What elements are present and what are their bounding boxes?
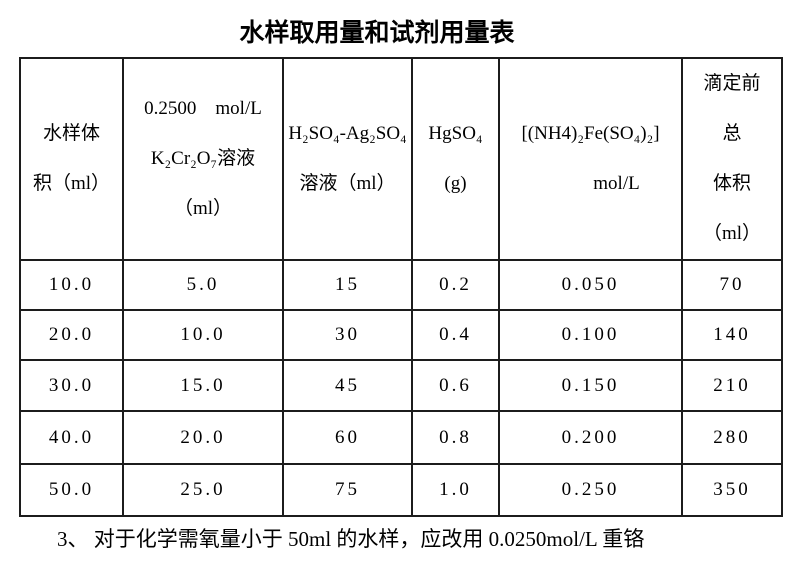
header-cell-total-volume-before-titration: 滴定前 总 体积 （ml） [681, 57, 783, 261]
header-cell-ferrous-ammonium-sulfate: [(NH4)₂Fe(SO₄)₂] mol/L [498, 57, 683, 261]
table-cell: 5.0 [122, 259, 284, 311]
table-row: 10.0 5.0 15 0.2 0.050 70 [19, 259, 783, 311]
header-line: 体积 [712, 173, 751, 194]
table-cell: 20.0 [122, 410, 284, 465]
table-row: 20.0 10.0 30 0.4 0.100 140 [19, 309, 783, 361]
table-cell: 210 [681, 359, 783, 412]
reagent-usage-table: 水样体 积（ml） 0.2500 mol/L K₂Cr₂O₇溶液 （ml） H₂… [19, 57, 783, 517]
header-line: 0.2500 mol/L [144, 98, 262, 119]
header-line: H₂SO₄-Ag₂SO₄ [288, 123, 407, 144]
table-cell: 0.2 [411, 259, 500, 311]
table-cell: 45 [282, 359, 413, 412]
table-cell: 0.050 [498, 259, 683, 311]
table-cell: 10.0 [19, 259, 124, 311]
table-cell: 0.8 [411, 410, 500, 465]
table-cell: 140 [681, 309, 783, 361]
table-cell: 0.4 [411, 309, 500, 361]
header-line: HgSO₄ [428, 123, 483, 144]
table-cell: 20.0 [19, 309, 124, 361]
table-cell: 40.0 [19, 410, 124, 465]
table-cell: 70 [681, 259, 783, 311]
header-line: 积（ml） [32, 173, 111, 194]
table-cell: 0.200 [498, 410, 683, 465]
header-line: 水样体 [42, 123, 100, 144]
header-cell-hgso4: HgSO₄ (g) [411, 57, 500, 261]
header-line: 溶液（ml） [299, 173, 396, 194]
header-line: mol/L [593, 173, 640, 194]
header-cell-water-sample-volume: 水样体 积（ml） [19, 57, 124, 261]
table-row: 30.0 15.0 45 0.6 0.150 210 [19, 359, 783, 412]
table-cell: 15 [282, 259, 413, 311]
table-cell: 0.6 [411, 359, 500, 412]
footnote: 3、 对于化学需氧量小于 50ml 的水样，应改用 0.0250mol/L 重铬 [57, 527, 645, 551]
table-title: 水样取用量和试剂用量表 [239, 20, 515, 47]
table-cell: 350 [681, 463, 783, 517]
table-cell: 0.100 [498, 309, 683, 361]
table-cell: 15.0 [122, 359, 284, 412]
table-cell: 60 [282, 410, 413, 465]
table-cell: 25.0 [122, 463, 284, 517]
header-line: 滴定前 [703, 73, 761, 94]
table-cell: 0.150 [498, 359, 683, 412]
table-cell: 10.0 [122, 309, 284, 361]
header-line: （ml） [702, 223, 762, 244]
table-cell: 30 [282, 309, 413, 361]
header-row: 水样体 积（ml） 0.2500 mol/L K₂Cr₂O₇溶液 （ml） H₂… [19, 57, 783, 261]
table-cell: 0.250 [498, 463, 683, 517]
table-cell: 50.0 [19, 463, 124, 517]
table-cell: 1.0 [411, 463, 500, 517]
header-line: （ml） [173, 198, 233, 219]
header-line: 总 [722, 123, 742, 144]
header-line: (g) [444, 173, 467, 194]
table-cell: 30.0 [19, 359, 124, 412]
table-row: 50.0 25.0 75 1.0 0.250 350 [19, 463, 783, 517]
table-row: 40.0 20.0 60 0.8 0.200 280 [19, 410, 783, 465]
table-cell: 75 [282, 463, 413, 517]
header-cell-h2so4-ag2so4-solution: H₂SO₄-Ag₂SO₄ 溶液（ml） [282, 57, 413, 261]
table-cell: 280 [681, 410, 783, 465]
header-cell-k2cr2o7-solution: 0.2500 mol/L K₂Cr₂O₇溶液 （ml） [122, 57, 284, 261]
header-line: [(NH4)₂Fe(SO₄)₂] [521, 123, 660, 144]
header-line: K₂Cr₂O₇溶液 [150, 148, 256, 169]
